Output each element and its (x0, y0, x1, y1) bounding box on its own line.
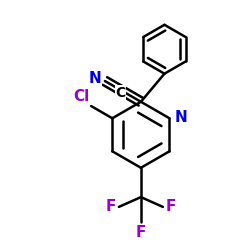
Text: F: F (166, 200, 176, 214)
Text: N: N (88, 71, 101, 86)
Text: Cl: Cl (74, 88, 90, 104)
Text: N: N (175, 110, 188, 124)
Text: F: F (136, 225, 146, 240)
Text: F: F (106, 200, 116, 214)
Text: C: C (116, 86, 126, 100)
